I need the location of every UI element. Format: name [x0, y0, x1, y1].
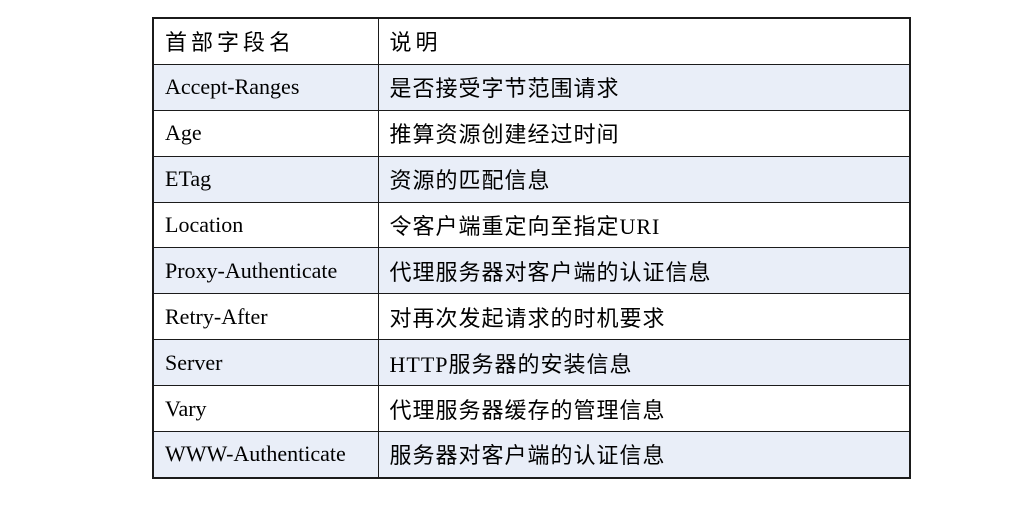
- table-row: Retry-After 对再次发起请求的时机要求: [152, 293, 911, 341]
- header-field-name-cell: Accept-Ranges: [152, 63, 379, 111]
- header-field-description-cell: 令客户端重定向至指定URI: [377, 201, 911, 249]
- column-header-description: 说明: [377, 17, 911, 65]
- column-header-field: 首部字段名: [152, 17, 379, 65]
- header-field-name-cell: WWW-Authenticate: [152, 431, 379, 479]
- header-field-description-cell: 服务器对客户端的认证信息: [377, 431, 911, 479]
- header-field-name-cell: Age: [152, 109, 379, 157]
- header-field-description-cell: 代理服务器对客户端的认证信息: [377, 247, 911, 295]
- header-field-description-cell: 代理服务器缓存的管理信息: [377, 385, 911, 433]
- table-header-row: 首部字段名 说明: [152, 17, 911, 65]
- table-row: WWW-Authenticate 服务器对客户端的认证信息: [152, 431, 911, 479]
- table-row: ETag 资源的匹配信息: [152, 155, 911, 203]
- header-field-name-cell: Vary: [152, 385, 379, 433]
- header-field-description-cell: 是否接受字节范围请求: [377, 63, 911, 111]
- table-row: Location 令客户端重定向至指定URI: [152, 201, 911, 249]
- header-field-description-cell: 推算资源创建经过时间: [377, 109, 911, 157]
- table-row: Vary 代理服务器缓存的管理信息: [152, 385, 911, 433]
- table-row: Proxy-Authenticate 代理服务器对客户端的认证信息: [152, 247, 911, 295]
- header-field-name-cell: Server: [152, 339, 379, 387]
- header-field-name-cell: Retry-After: [152, 293, 379, 341]
- header-field-name-cell: ETag: [152, 155, 379, 203]
- header-field-name-cell: Proxy-Authenticate: [152, 247, 379, 295]
- header-field-description-cell: 资源的匹配信息: [377, 155, 911, 203]
- http-response-headers-table: 首部字段名 说明 Accept-Ranges 是否接受字节范围请求 Age 推算资源创…: [152, 17, 911, 479]
- header-field-name-cell: Location: [152, 201, 379, 249]
- table-row: Accept-Ranges 是否接受字节范围请求: [152, 63, 911, 111]
- table-row: Server HTTP服务器的安装信息: [152, 339, 911, 387]
- header-field-description-cell: 对再次发起请求的时机要求: [377, 293, 911, 341]
- header-field-description-cell: HTTP服务器的安装信息: [377, 339, 911, 387]
- table-row: Age 推算资源创建经过时间: [152, 109, 911, 157]
